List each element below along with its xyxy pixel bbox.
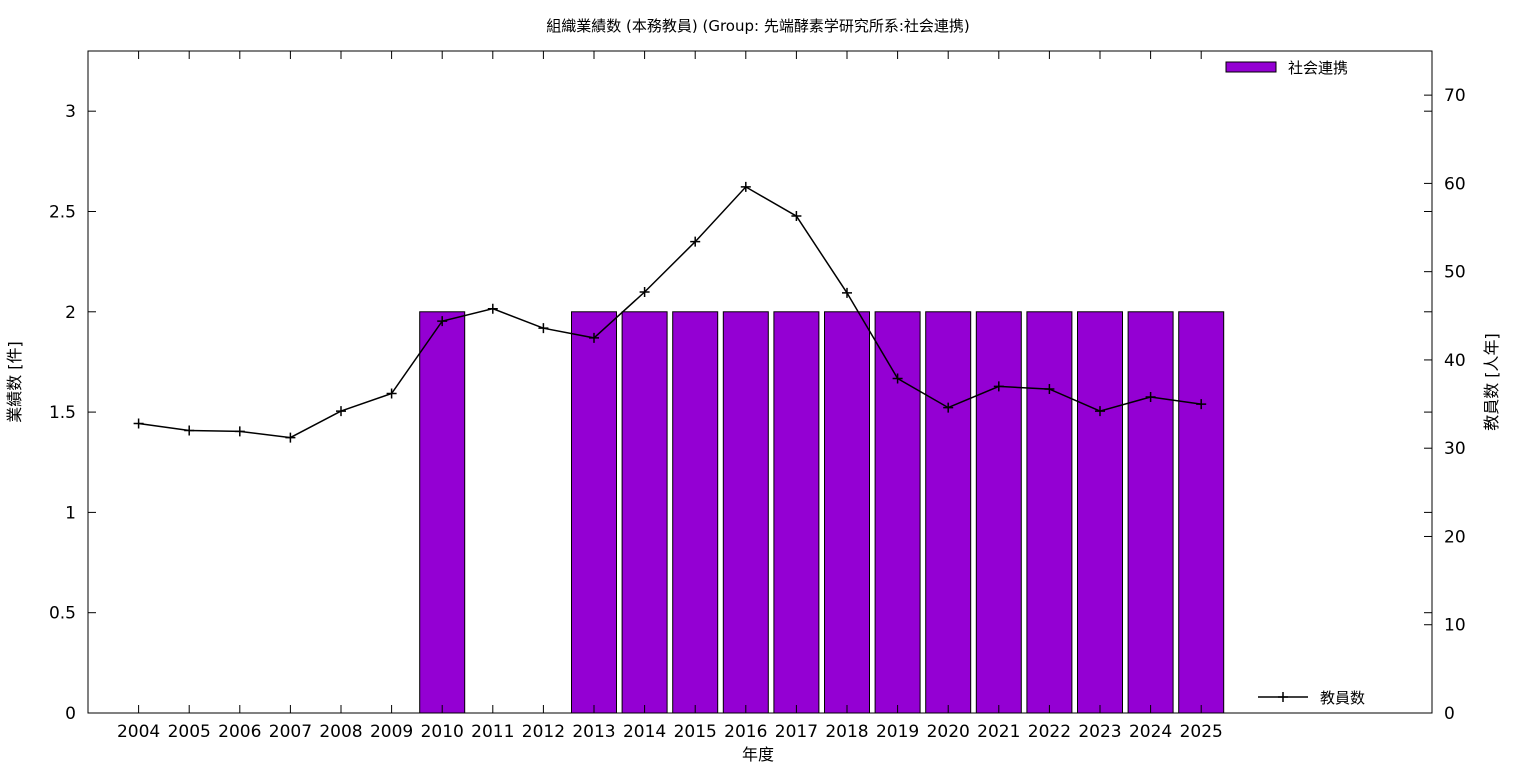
- y2-tick-label: 70: [1444, 86, 1466, 106]
- point-2004: [133, 418, 144, 429]
- y2-tick-label: 40: [1444, 351, 1466, 371]
- y-tick-label: 1: [65, 503, 76, 523]
- point-2015: [690, 236, 701, 247]
- point-2016: [740, 181, 751, 192]
- x-tick-label: 2011: [471, 722, 514, 742]
- x-tick-label: 2004: [117, 722, 160, 742]
- x-tick-label: 2005: [168, 722, 211, 742]
- bar-2019: [874, 311, 921, 714]
- chart-title: 組織業績数 (本務教員) (Group: 先端酵素学研究所系:社会連携): [546, 17, 970, 35]
- point-2014: [639, 286, 650, 297]
- x-tick-label: 2019: [876, 722, 919, 742]
- y2-tick-label: 10: [1444, 616, 1466, 636]
- x-tick-label: 2024: [1129, 722, 1172, 742]
- bar-2018: [824, 311, 870, 714]
- x-tick-label: 2020: [927, 722, 970, 742]
- bar-2023: [1077, 311, 1123, 714]
- y2-tick-label: 0: [1444, 704, 1455, 724]
- x-tick-label: 2010: [421, 722, 464, 742]
- bar-2015: [672, 311, 719, 714]
- x-axis: 2004 2005 2006 2007 2008 2009 2010 2011 2012 2013…: [117, 51, 1223, 742]
- x-tick-label: 2025: [1180, 722, 1223, 742]
- bar-2024: [1127, 311, 1174, 714]
- x-tick-label: 2009: [370, 722, 413, 742]
- y-tick-label: 0: [65, 704, 76, 724]
- x-tick-label: 2014: [623, 722, 666, 742]
- x-tick-label: 2013: [572, 722, 615, 742]
- y-axis-label: 業績数 [件]: [5, 341, 24, 423]
- point-2020: [943, 402, 954, 413]
- y-tick-label: 3: [65, 102, 76, 122]
- bar-2025: [1178, 311, 1225, 714]
- point-2012: [538, 323, 549, 334]
- line-series: [133, 181, 1207, 443]
- point-2008: [336, 406, 346, 417]
- x-tick-label: 2006: [218, 722, 261, 742]
- x-tick-label: 2008: [319, 722, 362, 742]
- left-axis: 0 0.5 1 1.5 2 2.5 3: [49, 102, 1432, 724]
- y-tick-label: 1.5: [49, 403, 76, 423]
- point-2023: [1095, 406, 1105, 417]
- legend-bar-label: 社会連携: [1288, 59, 1348, 77]
- x-tick-label: 2012: [522, 722, 565, 742]
- y2-tick-label: 60: [1444, 174, 1466, 194]
- bar-2021: [975, 311, 1022, 714]
- x-tick-label: 2022: [1028, 722, 1071, 742]
- point-2007: [285, 432, 296, 443]
- legend-bar-swatch: [1225, 61, 1277, 73]
- point-2025: [1196, 399, 1207, 410]
- bar-2010: [419, 311, 466, 714]
- point-2018: [842, 287, 852, 298]
- legend-bar: 社会連携: [1225, 59, 1348, 77]
- x-tick-label: 2017: [775, 722, 818, 742]
- bar-2017: [773, 311, 820, 714]
- point-2017: [791, 211, 802, 222]
- legend-line-label: 教員数: [1320, 689, 1365, 707]
- point-2013: [589, 332, 599, 343]
- point-2022: [1044, 384, 1055, 395]
- point-2019: [892, 373, 903, 384]
- x-tick-label: 2007: [269, 722, 312, 742]
- legend-line-marker: [1278, 692, 1288, 702]
- point-2021: [993, 381, 1004, 392]
- bar-2020: [925, 311, 972, 714]
- x-axis-label: 年度: [742, 745, 774, 764]
- y2-tick-label: 50: [1444, 263, 1466, 283]
- legend-line: 教員数: [1258, 689, 1365, 707]
- bar-2022: [1026, 311, 1073, 714]
- y2-tick-label: 30: [1444, 439, 1466, 459]
- x-tick-label: 2018: [825, 722, 868, 742]
- y-tick-label: 2.5: [49, 202, 76, 222]
- point-2009: [386, 388, 397, 399]
- x-tick-label: 2016: [724, 722, 767, 742]
- point-2011: [487, 303, 498, 314]
- teacher-count-line: [138, 185, 1202, 439]
- x-tick-label: 2023: [1078, 722, 1121, 742]
- bar-series: [419, 311, 1225, 714]
- plot-frame: [87, 50, 1433, 714]
- bar-2014: [621, 311, 668, 714]
- point-2005: [184, 425, 195, 436]
- x-tick-label: 2015: [674, 722, 717, 742]
- x-tick-label: 2021: [977, 722, 1020, 742]
- point-2006: [234, 426, 245, 437]
- bar-2013: [571, 311, 617, 714]
- point-2010: [437, 316, 448, 327]
- bar-2016: [722, 311, 769, 714]
- right-axis: 0 10 20 30 40 50 60 70: [1424, 86, 1466, 724]
- point-2024: [1145, 392, 1156, 403]
- y2-axis-label: 教員数 [人年]: [1482, 333, 1501, 431]
- y-tick-label: 0.5: [49, 604, 76, 624]
- y2-tick-label: 20: [1444, 527, 1466, 547]
- y-tick-label: 2: [65, 303, 76, 323]
